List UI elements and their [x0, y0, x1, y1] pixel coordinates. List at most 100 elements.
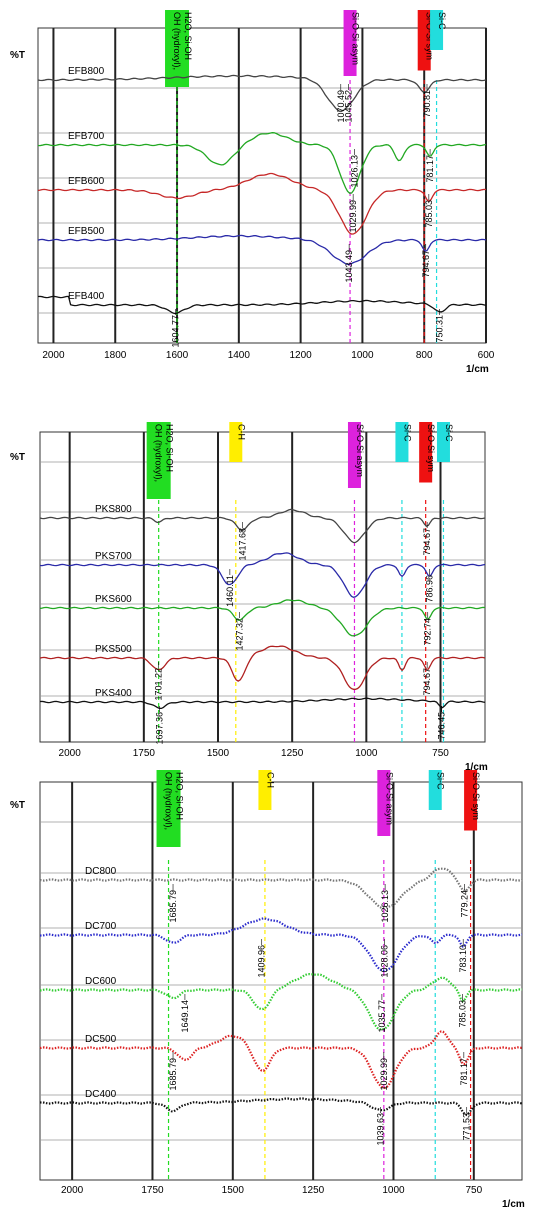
peak-label: 1685.79: [168, 890, 178, 923]
series-label: DC700: [85, 921, 117, 932]
band-label: OH (hydroxyl),: [172, 12, 182, 70]
x-tick-label: 1600: [166, 350, 189, 361]
y-axis-label: %T: [10, 452, 25, 463]
peak-label: 1028.06: [379, 945, 389, 978]
x-tick-label: 1200: [289, 350, 312, 361]
series-label: PKS700: [95, 551, 132, 562]
series-line-DC700: [39, 917, 523, 972]
band-label-bg: [165, 10, 190, 87]
series-line-DC600: [39, 972, 523, 1031]
peak-label: 1039.63: [376, 1113, 386, 1146]
x-tick-label: 1750: [133, 748, 156, 759]
peak-label: 746.45: [437, 712, 447, 740]
x-tick-label: 1800: [104, 350, 127, 361]
series-label: PKS500: [95, 644, 132, 655]
x-tick-label: 2000: [42, 350, 65, 361]
band-label: H2O, Si-OH: [175, 772, 185, 820]
x-tick-label: 600: [478, 350, 495, 361]
band-label: Si-C: [444, 424, 454, 442]
x-tick-label: 750: [465, 1185, 482, 1196]
plot-frame: [39, 781, 523, 1181]
series-line-EFB800: [37, 74, 487, 112]
x-tick-label: 1750: [141, 1185, 164, 1196]
peak-label: 794.67: [422, 668, 432, 696]
x-tick-label: 1250: [281, 748, 304, 759]
band-label: C-H: [236, 424, 246, 440]
peak-label: 771.53: [462, 1113, 472, 1141]
series-label: EFB700: [68, 131, 105, 142]
band-label: Si-O-Si asym: [351, 12, 361, 65]
peak-label: 1409.96: [257, 945, 267, 978]
peak-label: 1070.49: [336, 90, 346, 123]
peak-label: 1460.11: [225, 575, 235, 607]
series-line-PKS800: [39, 508, 486, 544]
y-axis-label: %T: [10, 50, 25, 61]
x-tick-label: 800: [416, 350, 433, 361]
x-tick-label: 1000: [382, 1185, 405, 1196]
band-label: Si-O-Si sym: [426, 424, 436, 472]
peak-label: 1697.36: [155, 712, 165, 745]
series-label: DC800: [85, 866, 117, 877]
band-label-bg: [343, 10, 357, 76]
peak-label: 1417.68: [237, 528, 247, 561]
series-label: PKS800: [95, 504, 132, 515]
series-line-EFB600: [37, 172, 487, 235]
peak-label: 794.67: [421, 250, 431, 278]
band-label-bg: [428, 770, 442, 810]
peak-label: 781.17: [425, 155, 435, 183]
series-line-DC500: [39, 1030, 523, 1090]
series-line-DC800: [39, 867, 523, 910]
peak-label: 783.10: [458, 945, 468, 973]
band-label-bg: [146, 422, 171, 499]
peak-label: 790.81: [422, 90, 432, 118]
peak-label: 1043.49: [344, 250, 354, 283]
band-label: OH (hydroxyl),: [154, 424, 164, 482]
band-label-bg: [417, 10, 431, 71]
x-tick-label: 1250: [302, 1185, 325, 1196]
x-axis-label: 1/cm: [465, 762, 488, 773]
series-line-EFB700: [37, 132, 487, 194]
x-tick-label: 1000: [355, 748, 378, 759]
series-label: DC600: [85, 976, 117, 987]
peak-label: 1026.13: [380, 890, 390, 923]
band-label-bg: [464, 770, 478, 831]
peak-label: 1029.99: [348, 200, 358, 233]
band-label: C-H: [265, 772, 275, 788]
band-label-bg: [419, 422, 433, 483]
band-label: Si-O-Si sym: [471, 772, 481, 820]
peak-label: 792.74: [423, 618, 433, 646]
peak-label: 786.96: [425, 575, 435, 603]
y-axis-label: %T: [10, 800, 25, 811]
plot-frame: [39, 431, 486, 743]
peak-label: 785.03: [424, 200, 434, 228]
band-label-bg: [436, 422, 450, 462]
peak-label: 1701.22: [153, 668, 163, 701]
peak-label: 1427.32: [235, 618, 245, 651]
series-line-PKS500: [39, 645, 486, 690]
band-label-bg: [395, 422, 409, 462]
series-label: DC500: [85, 1034, 117, 1045]
dc-panel: 2000 1750 1500 1250 1000 750 %T 1/cm OH (hydroxy…: [10, 770, 525, 1210]
band-label: H2O, Si-OH: [183, 12, 193, 60]
band-label-bg: [156, 770, 181, 847]
x-tick-label: 750: [432, 748, 449, 759]
x-axis-label: 1/cm: [466, 364, 489, 375]
band-label-bg: [430, 10, 444, 50]
peak-label: 785.03: [458, 1000, 468, 1028]
peak-label: 1029.99: [379, 1058, 389, 1091]
band-label: Si-O-Si sym: [425, 12, 435, 60]
peak-label: 794.67: [422, 528, 432, 556]
series-line-PKS600: [39, 599, 486, 637]
x-tick-label: 1000: [351, 350, 374, 361]
series-line-DC400: [39, 1097, 523, 1116]
x-tick-label: 1400: [228, 350, 251, 361]
peak-label: 1026.13: [349, 155, 359, 188]
series-line-EFB500: [37, 234, 487, 265]
series-line-PKS700: [39, 552, 486, 598]
band-label-bg: [377, 770, 391, 836]
efb-panel: 2000 1800 1600 1400 1200 1000 800 600 %T 1/cm OH (…: [10, 10, 495, 375]
band-label-bg: [347, 422, 361, 488]
peak-label: 1685.79: [168, 1058, 178, 1091]
series-label: PKS400: [95, 688, 132, 699]
